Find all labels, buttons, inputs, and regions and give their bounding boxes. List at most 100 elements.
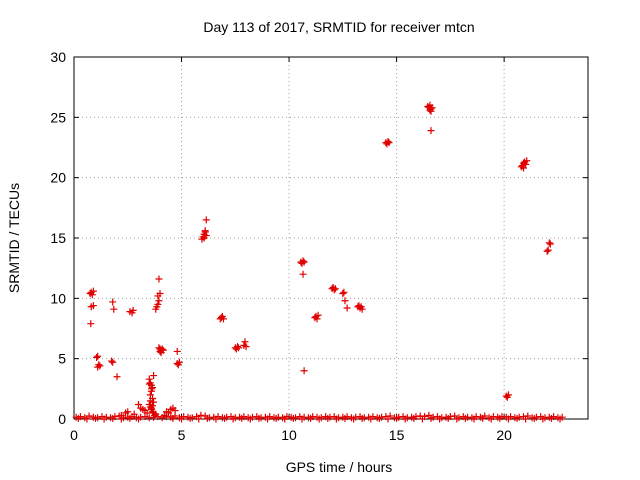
data-point — [384, 137, 392, 145]
y-tick-label: 25 — [50, 109, 66, 125]
data-point — [427, 127, 435, 135]
data-point — [246, 415, 254, 423]
data-point — [315, 415, 323, 423]
data-point — [331, 285, 339, 293]
data-point — [74, 414, 82, 422]
data-point — [148, 384, 156, 392]
y-tick-label: 0 — [58, 411, 66, 427]
data-point — [543, 247, 551, 255]
data-point — [300, 258, 308, 266]
data-point — [242, 343, 250, 351]
data-point — [375, 414, 383, 422]
data-point — [496, 414, 504, 422]
data-point — [94, 352, 102, 360]
data-point — [393, 414, 401, 422]
data-point — [461, 414, 469, 422]
data-point — [100, 415, 108, 423]
data-point — [150, 372, 158, 380]
data-point — [154, 413, 162, 421]
data-point — [522, 415, 530, 423]
data-point — [530, 414, 538, 422]
data-point — [343, 304, 351, 312]
data-point — [173, 347, 181, 355]
data-point — [299, 257, 307, 265]
data-point — [186, 414, 194, 422]
data-point — [479, 414, 487, 422]
data-point — [255, 414, 263, 422]
x-tick-label: 5 — [178, 427, 186, 443]
data-point — [117, 415, 125, 423]
y-tick-label: 20 — [50, 170, 66, 186]
data-point — [89, 302, 97, 310]
data-point — [155, 297, 163, 305]
data-point — [109, 358, 117, 366]
data-point — [219, 315, 227, 323]
x-tick-label: 0 — [70, 427, 78, 443]
data-point — [200, 234, 208, 242]
data-point — [385, 139, 393, 147]
y-tick-label: 5 — [58, 351, 66, 367]
data-point — [146, 391, 154, 399]
data-point — [145, 380, 153, 388]
chart-title: Day 113 of 2017, SRMTID for receiver mtc… — [203, 19, 474, 35]
data-point — [135, 401, 143, 409]
data-point — [135, 415, 143, 423]
data-point — [87, 320, 95, 328]
data-point — [522, 160, 530, 168]
data-point — [358, 305, 366, 313]
x-tick-label: 10 — [281, 427, 297, 443]
data-point — [436, 415, 444, 423]
data-point — [93, 353, 101, 361]
data-point — [504, 415, 512, 423]
data-point — [201, 227, 209, 235]
data-point — [155, 275, 163, 283]
data-point — [314, 311, 322, 319]
data-point — [202, 216, 210, 224]
data-point — [109, 414, 117, 422]
data-point — [340, 288, 348, 296]
data-point — [300, 367, 308, 375]
data-point — [384, 415, 392, 423]
data-point — [556, 415, 564, 423]
data-point — [241, 338, 249, 346]
data-point — [513, 414, 521, 422]
data-point — [341, 297, 349, 305]
data-point — [281, 415, 289, 423]
data-point — [203, 414, 211, 422]
data-point — [178, 415, 186, 423]
data-point — [129, 306, 137, 314]
data-point — [428, 104, 436, 112]
data-point — [108, 357, 116, 365]
data-point — [235, 344, 243, 352]
data-point — [332, 415, 340, 423]
data-point — [221, 414, 229, 422]
data-point — [289, 414, 297, 422]
data-point — [89, 287, 97, 295]
data-point — [154, 300, 162, 308]
data-point — [169, 414, 177, 422]
data-point — [238, 414, 246, 422]
data-point — [470, 415, 478, 423]
data-point — [141, 413, 149, 421]
x-axis-label: GPS time / hours — [286, 459, 393, 475]
data-point — [410, 414, 418, 422]
data-point — [150, 398, 158, 406]
data-point — [146, 397, 154, 405]
data-point — [195, 415, 203, 423]
data-point — [504, 391, 512, 399]
y-axis-label: SRMTID / TECUs — [6, 183, 22, 293]
data-point — [523, 157, 531, 165]
data-point — [233, 343, 241, 351]
data-point — [330, 286, 338, 294]
data-point — [197, 411, 205, 419]
data-points — [72, 101, 566, 423]
data-point — [110, 305, 118, 313]
data-point — [150, 413, 158, 421]
data-point — [83, 415, 91, 423]
data-point — [299, 270, 307, 278]
data-point — [418, 415, 426, 423]
data-point — [339, 290, 347, 298]
data-point — [147, 404, 155, 412]
data-point — [147, 385, 155, 393]
